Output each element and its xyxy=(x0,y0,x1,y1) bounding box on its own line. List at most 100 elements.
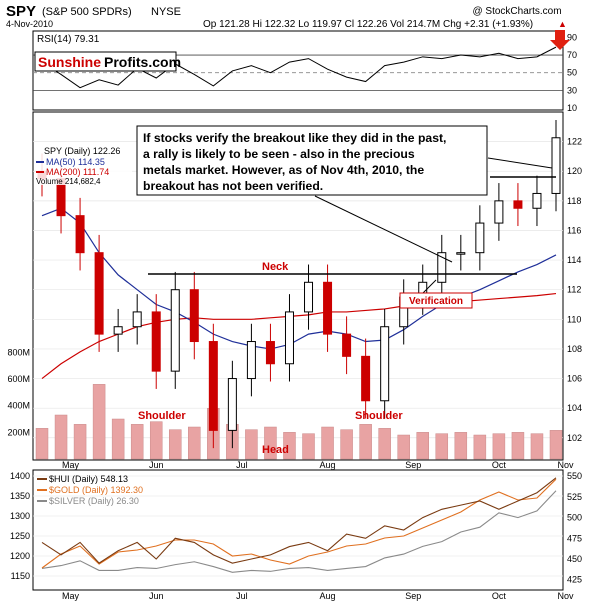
price-panel: 200M 400M 600M 800M 102 104 106 108 110 112 114 11… xyxy=(7,30,582,461)
annotation-callout: If stocks verify the breakout like they … xyxy=(136,125,488,196)
price-tick-label: 118 xyxy=(567,196,581,206)
volume-bar xyxy=(359,424,372,460)
silver-line xyxy=(41,490,557,573)
price-tick-label: 114 xyxy=(567,255,581,265)
price-bar xyxy=(227,378,237,431)
price-bar xyxy=(494,200,504,224)
price-legend: SPY (Daily) 122.26 MA(50) 114.35 MA(200)… xyxy=(36,145,132,186)
head-label: Head xyxy=(262,444,289,456)
legend-hui: $HUI (Daily) 548.13 xyxy=(49,474,128,484)
volume-bars xyxy=(35,384,563,460)
price-bar xyxy=(437,252,447,283)
logo-frame xyxy=(34,51,177,72)
volume-bar xyxy=(435,433,449,460)
callout-pointer-b xyxy=(487,157,553,169)
price-bar xyxy=(361,355,371,402)
rsi-ticks: 10 30 50 70 90 xyxy=(567,32,577,113)
callout-line-1: If stocks verify the breakout like they … xyxy=(143,131,446,145)
price-tick-label: 108 xyxy=(567,344,582,354)
volume-bar xyxy=(473,434,487,460)
volume-bar xyxy=(283,432,296,460)
volume-tick-label: 800M xyxy=(7,347,30,357)
metals-left-tick-label: 1300 xyxy=(10,511,30,521)
volume-bar xyxy=(264,426,277,460)
metals-panel: 1150 1200 1250 1300 1350 1400 425 450 475 500 525 5… xyxy=(10,469,582,591)
month-labels: May May Jun Jun Jul Jul Aug Aug Sep Sep Oct Oct Nov N… xyxy=(62,460,574,601)
legend-ma200: MA(200) 111.74 xyxy=(46,167,109,177)
month-label: Jul xyxy=(236,591,248,601)
volume-bar xyxy=(454,432,468,460)
price-bar xyxy=(304,281,314,313)
rsi-tick-label: 30 xyxy=(567,85,577,95)
rsi-tick-label: 10 xyxy=(567,103,577,113)
right-shoulder-label: Shoulder xyxy=(355,410,403,422)
date: 4-Nov-2010 xyxy=(6,19,53,29)
metals-left-tick-label: 1400 xyxy=(10,471,30,481)
price-tick-label: 110 xyxy=(567,314,581,324)
metals-right-tick-label: 425 xyxy=(567,575,582,585)
ohlc-readout: Op 121.28 Hi 122.32 Lo 119.97 Cl 122.26 … xyxy=(203,19,533,30)
legend-spy: SPY (Daily) 122.26 xyxy=(44,146,120,156)
volume-bar xyxy=(397,434,410,460)
metals-grid xyxy=(33,475,563,577)
metals-left-tick-label: 1200 xyxy=(10,551,30,561)
price-bar xyxy=(94,252,104,335)
volume-bar xyxy=(35,428,49,460)
metals-right-tick-label: 450 xyxy=(567,554,582,564)
month-label: May xyxy=(62,591,80,601)
volume-bar xyxy=(73,424,87,460)
volume-bar xyxy=(169,429,182,460)
price-bar xyxy=(380,326,390,402)
month-label: May xyxy=(62,460,80,470)
callout-line-2: a rally is likely to be seen - also in t… xyxy=(143,147,415,161)
volume-tick-label: 200M xyxy=(7,427,30,437)
neck-label: Neck xyxy=(262,261,289,273)
metals-right-tick-label: 550 xyxy=(567,471,582,481)
volume-bar xyxy=(549,430,563,460)
volume-bar xyxy=(378,428,391,460)
volume-ticks: 200M 400M 600M 800M xyxy=(7,347,30,437)
price-bar xyxy=(342,333,352,357)
symbol: SPY xyxy=(6,3,36,20)
logo-text-sunshine: Sunshine xyxy=(38,54,101,70)
callout-pointer-a xyxy=(314,195,453,263)
price-bar xyxy=(475,222,485,254)
month-label: Jul xyxy=(236,460,248,470)
volume-bar xyxy=(530,433,544,460)
month-label: Oct xyxy=(492,591,507,601)
month-label: Jun xyxy=(149,460,164,470)
symbol-name: (S&P 500 SPDRs) xyxy=(42,6,132,18)
logo: Sunshine Profits.com xyxy=(34,51,181,72)
volume-bar xyxy=(111,418,125,460)
month-label: Nov xyxy=(558,460,575,470)
price-bar xyxy=(113,326,123,335)
price-bar xyxy=(513,200,523,209)
rsi-tick-label: 70 xyxy=(567,50,577,60)
price-bar xyxy=(551,137,561,194)
metals-ticks: 1150 1200 1250 1300 1350 1400 425 450 475 500 525 5… xyxy=(10,471,582,585)
price-bar xyxy=(151,311,161,372)
price-tick-label: 106 xyxy=(567,374,582,384)
rsi-tick-label: 90 xyxy=(567,32,577,42)
callout-box xyxy=(136,125,488,196)
red-arrow-icon xyxy=(550,30,570,50)
volume-tick-label: 600M xyxy=(7,374,30,384)
volume-bar xyxy=(130,424,144,460)
gold-line xyxy=(41,478,557,569)
price-bars xyxy=(37,119,561,449)
price-bar xyxy=(132,311,142,328)
metals-right-tick-label: 525 xyxy=(567,492,582,502)
exchange: NYSE xyxy=(151,6,181,18)
price-bar xyxy=(75,215,85,254)
price-bar xyxy=(323,281,333,335)
price-tick-label: 122 xyxy=(567,137,582,147)
price-bar xyxy=(456,252,466,255)
verification-label: Verification xyxy=(409,296,463,307)
metals-left-tick-label: 1350 xyxy=(10,491,30,501)
volume-bar xyxy=(54,414,68,460)
volume-bar xyxy=(340,429,353,460)
metals-legend: $HUI (Daily) 548.13 $GOLD (Daily) 1392.3… xyxy=(37,474,143,506)
price-ticks: 102 104 106 108 110 112 114 116 118 120 122 xyxy=(567,137,582,443)
price-bar xyxy=(170,289,180,372)
